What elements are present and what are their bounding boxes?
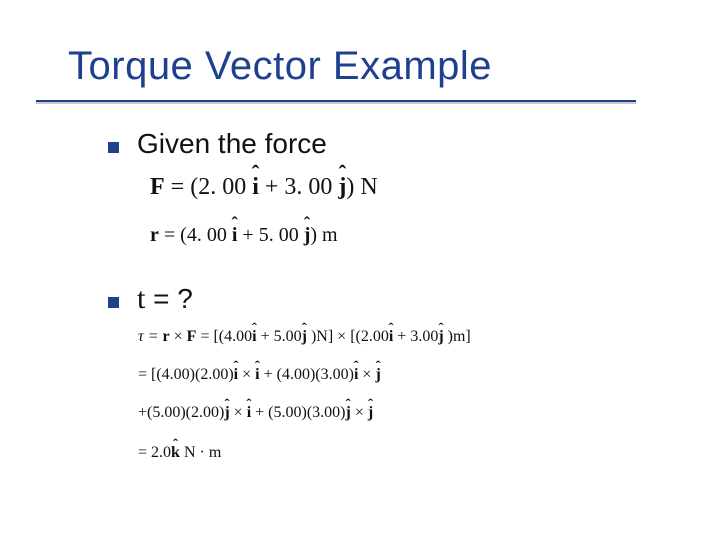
j-hat-icon: j <box>346 404 351 422</box>
cross-op: × <box>234 404 247 421</box>
coef-j: 5. 00 <box>259 224 299 246</box>
eq-text: + <box>265 174 285 200</box>
eq-text: ) <box>310 224 322 246</box>
eq-text: ) <box>346 174 360 200</box>
eq-text: + 5.00 <box>261 328 302 345</box>
bullet-2-text: t = ? <box>137 282 193 316</box>
unit: N <box>360 174 377 200</box>
square-bullet-icon <box>108 297 119 308</box>
tau-italic: τ = <box>138 328 163 345</box>
eq-text: + (5.00)(3.00) <box>255 404 345 421</box>
vector-F: F <box>150 174 165 200</box>
i-hat-icon: i <box>234 366 238 384</box>
i-hat-icon: i <box>247 404 251 422</box>
work-line-4: = 2.0k N · m <box>138 444 221 462</box>
title-wrap: Torque Vector Example <box>68 44 492 89</box>
eq-text: )m] <box>448 328 471 345</box>
work-line-3: +(5.00)(2.00)j × i + (5.00)(3.00)j × j <box>138 404 373 422</box>
eq-text: + <box>242 224 258 246</box>
bullet-2: t = ? <box>108 282 193 316</box>
eq-text: )N] × [(2.00 <box>311 328 389 345</box>
j-hat-icon: j <box>438 328 443 346</box>
eq-text: = [(4.00)(2.00) <box>138 366 234 383</box>
i-hat-icon: i <box>252 328 256 346</box>
slide: Torque Vector Example Given the force F … <box>0 0 720 540</box>
cross-op: × <box>355 404 368 421</box>
coef-j: 3. 00 <box>284 174 332 200</box>
work-line-1: τ = r × F = [(4.00i + 5.00j )N] × [(2.00… <box>138 328 471 346</box>
work-line-2: = [(4.00)(2.00)i × i + (4.00)(3.00)i × j <box>138 366 381 384</box>
coef-i: 4. 00 <box>187 224 227 246</box>
i-hat-icon: i <box>389 328 393 346</box>
bullet-1: Given the force <box>108 128 327 160</box>
slide-title: Torque Vector Example <box>68 44 492 88</box>
eq-text: + (4.00)(3.00) <box>264 366 354 383</box>
j-hat-icon: j <box>375 366 380 384</box>
eq-text: = ( <box>171 174 199 200</box>
cross-op: × <box>242 366 255 383</box>
square-bullet-icon <box>108 142 119 153</box>
i-hat-icon: i <box>232 224 238 247</box>
i-hat-icon: i <box>255 366 259 384</box>
eq-text: N · m <box>184 444 221 461</box>
tau-rest: = ? <box>145 283 192 314</box>
eq-text: = ( <box>164 224 187 246</box>
i-hat-icon: i <box>252 174 259 201</box>
cross-op: × <box>362 366 375 383</box>
j-hat-icon: j <box>304 224 311 247</box>
cross-op: × <box>174 328 187 345</box>
eq-text: +(5.00)(2.00) <box>138 404 224 421</box>
i-hat-icon: i <box>354 366 358 384</box>
equation-position: r = (4. 00 i + 5. 00 j) m <box>150 224 338 247</box>
vector-F: F <box>187 328 197 345</box>
j-hat-icon: j <box>224 404 229 422</box>
j-hat-icon: j <box>338 174 346 201</box>
j-hat-icon: j <box>368 404 373 422</box>
k-hat-icon: k <box>171 444 180 462</box>
bullet-1-text: Given the force <box>137 128 327 160</box>
title-underline-shadow <box>36 102 636 104</box>
equation-force: F = (2. 00 i + 3. 00 j) N <box>150 174 378 201</box>
unit: m <box>322 224 338 246</box>
eq-text: + 3.00 <box>397 328 438 345</box>
j-hat-icon: j <box>302 328 307 346</box>
vector-r: r <box>163 328 170 345</box>
eq-text: = [(4.00 <box>200 328 252 345</box>
vector-r: r <box>150 224 159 246</box>
coef-i: 2. 00 <box>198 174 246 200</box>
eq-text: = 2.0 <box>138 444 171 461</box>
